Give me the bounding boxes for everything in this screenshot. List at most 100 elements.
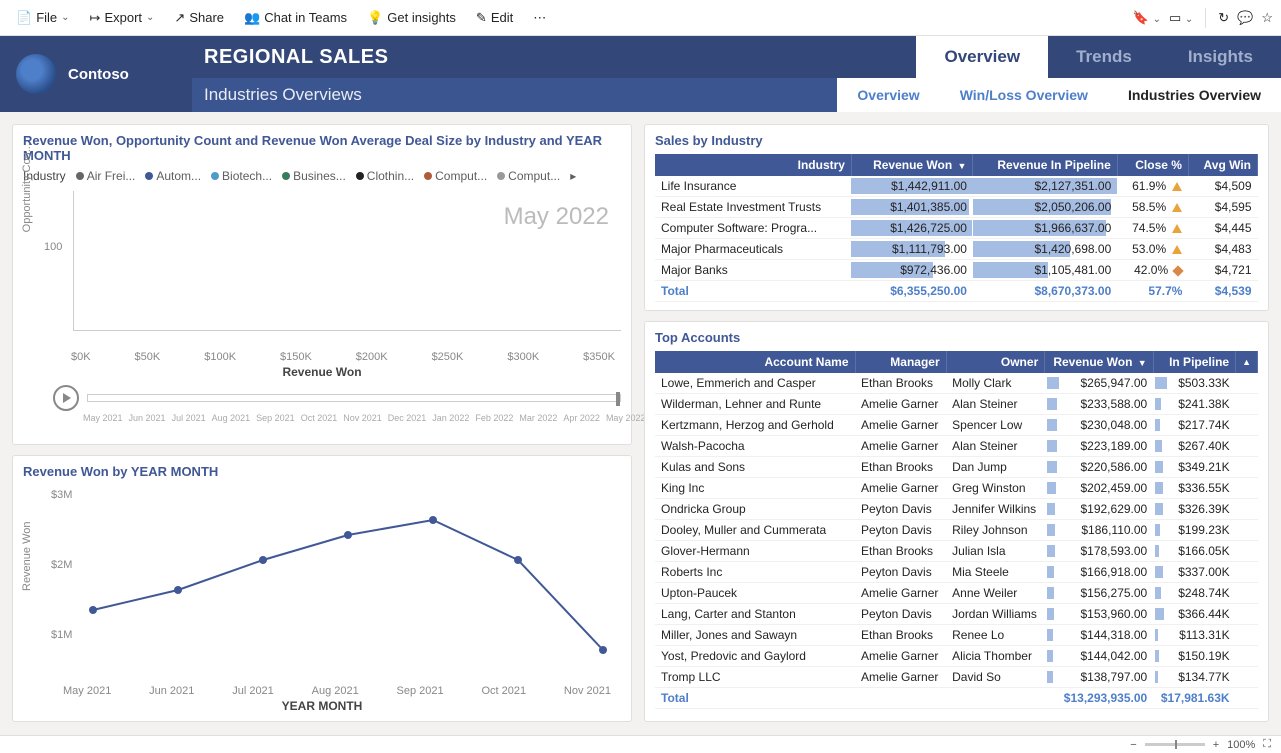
view-icon[interactable]: ▭ ⌄: [1169, 10, 1193, 26]
table-row[interactable]: Miller, Jones and SawaynEthan BrooksRene…: [655, 625, 1258, 646]
dashboard-content: Revenue Won, Opportunity Count and Reven…: [0, 112, 1281, 734]
time-slider[interactable]: [87, 394, 621, 402]
accounts-table-title: Top Accounts: [655, 330, 1258, 345]
table-row[interactable]: Life Insurance$1,442,911.00$2,127,351.00…: [655, 176, 1258, 197]
comment-icon[interactable]: 💬: [1237, 10, 1253, 26]
industry-table-card: Sales by Industry IndustryRevenue Won ▼R…: [644, 124, 1269, 311]
line-chart[interactable]: [53, 485, 621, 655]
main-tab-overview[interactable]: Overview: [916, 36, 1048, 78]
line-chart-card: Revenue Won by YEAR MONTH Revenue Won $3…: [12, 455, 632, 722]
sub-tab[interactable]: Overview: [837, 78, 939, 112]
col-header[interactable]: Owner: [946, 351, 1045, 373]
accounts-table-card: Top Accounts Account NameManagerOwnerRev…: [644, 321, 1269, 722]
report-subtitle: Industries Overviews: [192, 85, 837, 105]
star-icon[interactable]: ☆: [1261, 10, 1273, 26]
zoom-level: 100%: [1227, 739, 1255, 751]
legend-item[interactable]: Comput...: [497, 169, 560, 183]
line-title: Revenue Won by YEAR MONTH: [23, 464, 621, 479]
col-header[interactable]: Industry: [655, 154, 851, 176]
legend-item[interactable]: Busines...: [282, 169, 346, 183]
table-row[interactable]: Kulas and SonsEthan BrooksDan Jump$220,5…: [655, 457, 1258, 478]
sub-tab[interactable]: Win/Loss Overview: [940, 78, 1108, 112]
main-tab-insights[interactable]: Insights: [1160, 36, 1281, 78]
total-row: Total$13,293,935.00$17,981.63K: [655, 688, 1258, 709]
status-bar: − + 100% ⛶: [0, 735, 1281, 753]
col-header[interactable]: Account Name: [655, 351, 855, 373]
accounts-table[interactable]: Account NameManagerOwnerRevenue Won ▼In …: [655, 351, 1258, 709]
table-row[interactable]: Major Banks$972,436.00$1,105,481.0042.0%…: [655, 260, 1258, 281]
line-x-labels: May 2021Jun 2021Jul 2021Aug 2021Sep 2021…: [63, 685, 611, 697]
zoom-in-icon[interactable]: +: [1213, 739, 1219, 751]
table-row[interactable]: Lang, Carter and StantonPeyton DavisJord…: [655, 604, 1258, 625]
refresh-icon[interactable]: ↻: [1218, 10, 1229, 26]
time-ticks: May 2021Jun 2021Jul 2021Aug 2021Sep 2021…: [83, 413, 621, 423]
export-menu[interactable]: ↦ Export ⌄: [82, 6, 163, 30]
table-row[interactable]: Walsh-PacochaAmelie GarnerAlan Steiner$2…: [655, 436, 1258, 457]
legend-item[interactable]: Air Frei...: [76, 169, 136, 183]
logo-icon: [16, 54, 56, 94]
legend-item[interactable]: Autom...: [145, 169, 201, 183]
get-insights-button[interactable]: 💡 Get insights: [359, 6, 464, 30]
legend-scroll-right-icon[interactable]: ▸: [570, 169, 576, 183]
zoom-out-icon[interactable]: −: [1130, 739, 1136, 751]
main-tab-trends[interactable]: Trends: [1048, 36, 1160, 78]
line-x-axis-label: YEAR MONTH: [23, 699, 621, 713]
table-row[interactable]: Dooley, Muller and CummerataPeyton Davis…: [655, 520, 1258, 541]
industry-table-title: Sales by Industry: [655, 133, 1258, 148]
edit-button[interactable]: ✎ Edit: [468, 6, 521, 30]
logo-area: Contoso: [0, 36, 192, 112]
toolbar: 📄 File ⌄ ↦ Export ⌄ ↗ Share 👥 Chat in Te…: [0, 0, 1281, 36]
scatter-y-label: Opportunity Cou...: [21, 143, 33, 232]
table-row[interactable]: Major Pharmaceuticals$1,111,793.00$1,420…: [655, 239, 1258, 260]
scatter-x-label: Revenue Won: [23, 365, 621, 379]
report-title: REGIONAL SALES: [204, 46, 916, 69]
table-row[interactable]: Roberts IncPeyton DavisMia Steele$166,91…: [655, 562, 1258, 583]
scatter-title: Revenue Won, Opportunity Count and Reven…: [23, 133, 621, 163]
table-row[interactable]: Yost, Predovic and GaylordAmelie GarnerA…: [655, 646, 1258, 667]
more-menu[interactable]: ⋯: [525, 6, 554, 30]
col-header[interactable]: Close %: [1117, 154, 1188, 176]
table-row[interactable]: Kertzmann, Herzog and GerholdAmelie Garn…: [655, 415, 1258, 436]
table-row[interactable]: Glover-HermannEthan BrooksJulian Isla$17…: [655, 541, 1258, 562]
scatter-x-ticks: $0K$50K$100K$150K$200K$250K$300K$350K: [71, 351, 615, 363]
col-header[interactable]: Avg Win: [1188, 154, 1257, 176]
triangle-icon: [1172, 203, 1182, 212]
triangle-icon: [1172, 182, 1182, 191]
chat-teams-button[interactable]: 👥 Chat in Teams: [236, 6, 355, 30]
col-header[interactable]: Manager: [855, 351, 946, 373]
scatter-legend: IndustryAir Frei...Autom...Biotech...Bus…: [23, 169, 621, 183]
play-button[interactable]: [53, 385, 79, 411]
table-row[interactable]: Ondricka GroupPeyton DavisJennifer Wilki…: [655, 499, 1258, 520]
diamond-icon: [1173, 265, 1184, 276]
col-header[interactable]: Revenue Won ▼: [1045, 351, 1153, 373]
line-y-label: Revenue Won: [21, 521, 33, 591]
scatter-plot[interactable]: May 2022 100: [73, 191, 621, 331]
file-menu[interactable]: 📄 File ⌄: [8, 6, 78, 30]
legend-item[interactable]: Biotech...: [211, 169, 272, 183]
scroll-up-icon[interactable]: ▲: [1236, 351, 1258, 373]
table-row[interactable]: Lowe, Emmerich and CasperEthan BrooksMol…: [655, 373, 1258, 394]
table-row[interactable]: Computer Software: Progra...$1,426,725.0…: [655, 218, 1258, 239]
table-row[interactable]: Wilderman, Lehner and RunteAmelie Garner…: [655, 394, 1258, 415]
industry-table[interactable]: IndustryRevenue Won ▼Revenue In Pipeline…: [655, 154, 1258, 302]
legend-item[interactable]: Comput...: [424, 169, 487, 183]
triangle-icon: [1172, 224, 1182, 233]
logo-text: Contoso: [68, 66, 129, 83]
table-row[interactable]: Upton-PaucekAmelie GarnerAnne Weiler$156…: [655, 583, 1258, 604]
fit-page-icon[interactable]: ⛶: [1263, 738, 1271, 751]
y-tick: 100: [44, 241, 62, 253]
table-row[interactable]: Real Estate Investment Trusts$1,401,385.…: [655, 197, 1258, 218]
triangle-icon: [1172, 245, 1182, 254]
table-row[interactable]: King IncAmelie GarnerGreg Winston$202,45…: [655, 478, 1258, 499]
scatter-date-label: May 2022: [504, 203, 609, 231]
table-row[interactable]: Tromp LLCAmelie GarnerDavid So$138,797.0…: [655, 667, 1258, 688]
col-header[interactable]: In Pipeline: [1153, 351, 1235, 373]
share-button[interactable]: ↗ Share: [166, 6, 232, 30]
legend-item[interactable]: Clothin...: [356, 169, 414, 183]
scatter-chart-card: Revenue Won, Opportunity Count and Reven…: [12, 124, 632, 445]
col-header[interactable]: Revenue In Pipeline: [973, 154, 1117, 176]
bookmark-icon[interactable]: 🔖 ⌄: [1133, 10, 1161, 26]
sub-tab[interactable]: Industries Overview: [1108, 78, 1281, 112]
report-header: Contoso REGIONAL SALES OverviewTrendsIns…: [0, 36, 1281, 112]
col-header[interactable]: Revenue Won ▼: [851, 154, 972, 176]
